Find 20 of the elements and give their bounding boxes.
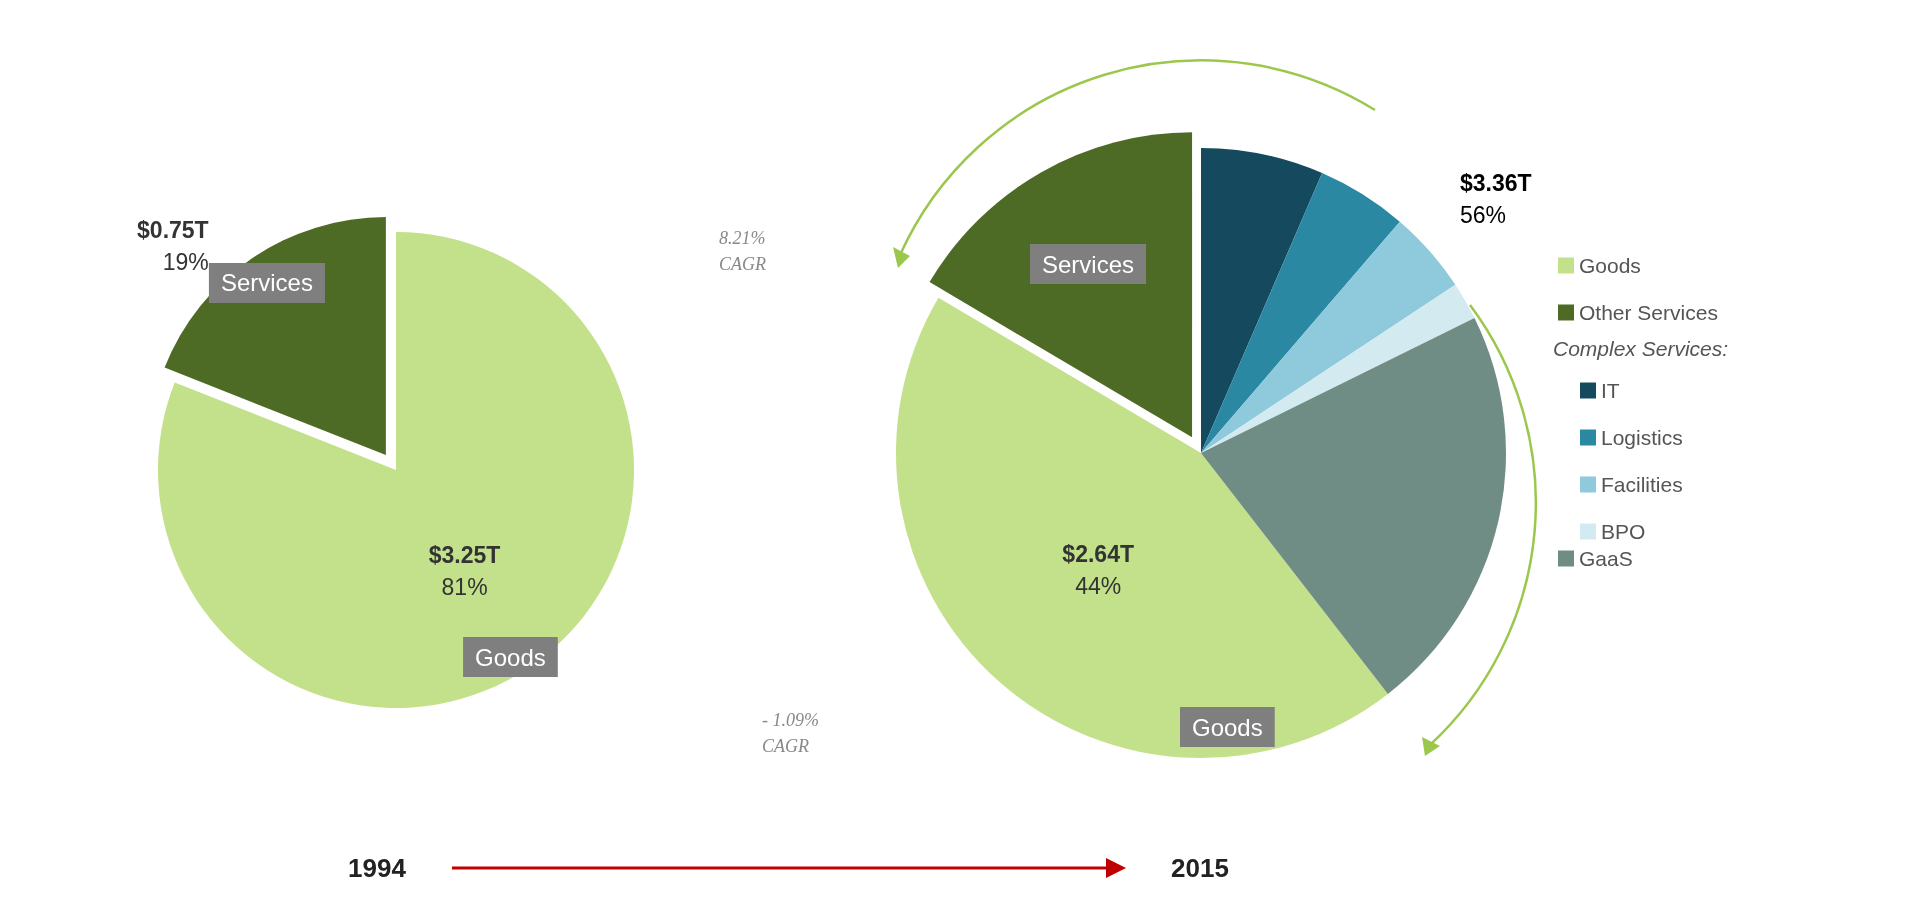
legend-label: BPO — [1601, 520, 1646, 543]
text: $3.36T 56% — [1460, 169, 1532, 228]
legend-label: GaaS — [1579, 547, 1633, 570]
data-label: $2.64T 44% — [1062, 540, 1134, 599]
text: 1994 — [348, 853, 407, 883]
text: - 1.09% CAGR — [762, 710, 819, 756]
legend-label: Other Services — [1579, 301, 1718, 324]
text: 2015 — [1171, 853, 1229, 883]
legend-label: Facilities — [1601, 473, 1683, 496]
text: 8.21% CAGR — [719, 228, 766, 274]
data-label: $0.75T 19% — [137, 216, 209, 275]
legend-label: Logistics — [1601, 426, 1683, 449]
legend-label: IT — [1601, 379, 1620, 402]
text: Goods — [1192, 713, 1263, 741]
data-label: $3.25T 81% — [428, 541, 501, 600]
slice-label: Services — [220, 269, 313, 297]
text: Services — [1042, 250, 1135, 278]
legend-title: Complex Services: — [1553, 337, 1729, 360]
slice-label: Goods — [475, 643, 546, 671]
legend-label: Goods — [1579, 254, 1641, 277]
